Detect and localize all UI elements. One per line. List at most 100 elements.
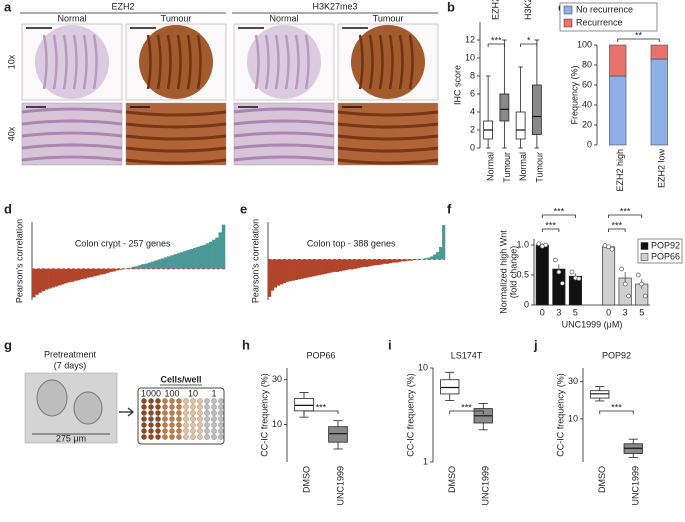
tissue-texture <box>125 110 227 117</box>
bar <box>192 248 197 269</box>
bar <box>347 259 351 270</box>
bar <box>309 259 313 277</box>
bar <box>282 259 286 284</box>
well <box>141 416 147 422</box>
tissue-texture <box>378 34 384 90</box>
y-axis-label: CC-IC frequency (%) <box>405 373 415 457</box>
data-point <box>642 293 648 299</box>
bar <box>602 246 616 306</box>
well <box>148 404 154 410</box>
well <box>183 416 189 422</box>
y-tick-label: 2 <box>470 124 475 134</box>
bar <box>32 268 36 298</box>
pretreatment-subtitle: (7 days) <box>54 360 87 370</box>
bar <box>44 268 49 290</box>
tissue-texture <box>42 34 48 90</box>
panel-label: h <box>242 337 250 352</box>
well <box>148 410 154 416</box>
bar <box>365 259 369 267</box>
data-point <box>556 269 562 275</box>
panel-label: a <box>4 0 12 14</box>
plate-title: Cells/well <box>160 374 201 384</box>
data-point <box>606 244 611 250</box>
tissue-texture <box>398 34 404 90</box>
significance-bracket <box>487 43 505 47</box>
well <box>183 422 189 428</box>
bar <box>41 268 46 292</box>
legend-label: POP92 <box>651 240 680 250</box>
organoid <box>73 391 103 425</box>
significance-bracket <box>520 43 538 47</box>
well <box>155 422 161 428</box>
well <box>155 416 161 422</box>
well <box>190 434 196 440</box>
y-tick-label: 1 <box>423 456 428 466</box>
y-tick-label: 10 <box>418 362 428 372</box>
bar <box>332 259 337 272</box>
well <box>176 428 182 434</box>
well <box>218 404 224 410</box>
well <box>155 404 161 410</box>
bar <box>80 268 84 280</box>
bar <box>157 259 161 269</box>
y-tick-label: 30 <box>272 374 282 384</box>
panel-label: j <box>533 337 538 352</box>
tissue-texture <box>358 34 364 90</box>
tissue-texture <box>233 107 335 114</box>
significance-label: *** <box>611 402 622 412</box>
well <box>204 428 210 434</box>
bar <box>397 259 402 262</box>
significance-bracket <box>303 410 339 414</box>
tissue-texture <box>274 34 280 90</box>
tissue-core <box>35 25 109 99</box>
data-point <box>609 246 615 252</box>
well <box>148 416 154 422</box>
bar-segment <box>650 58 668 146</box>
significance-bracket <box>449 410 484 414</box>
bar <box>312 259 316 277</box>
bar <box>170 255 174 269</box>
tissue-texture <box>146 34 152 90</box>
tissue-texture <box>233 143 335 150</box>
well <box>211 416 217 422</box>
box <box>294 397 314 412</box>
tissue-texture <box>82 34 88 90</box>
well <box>141 398 147 404</box>
bar <box>315 259 319 276</box>
bar <box>406 259 410 261</box>
well <box>197 416 203 422</box>
bar <box>276 259 281 286</box>
well <box>176 410 182 416</box>
bar <box>300 259 304 279</box>
bar <box>183 251 187 269</box>
tissue-texture <box>125 146 227 153</box>
well <box>197 422 203 428</box>
significance-label: *** <box>545 220 556 230</box>
chart-title: POP92 <box>602 350 631 360</box>
panel-label: i <box>388 337 392 352</box>
well <box>141 404 147 410</box>
bar <box>96 268 100 276</box>
well <box>155 428 161 434</box>
well <box>141 410 147 416</box>
scale-bar-label: 275 μm <box>56 433 86 443</box>
well <box>211 422 217 428</box>
significance-bracket <box>599 410 634 414</box>
bar-segment <box>650 44 668 60</box>
well <box>218 428 224 434</box>
x-tick-label: Tumour <box>534 152 544 183</box>
y-tick-label: 8 <box>470 70 475 80</box>
well <box>176 434 182 440</box>
dilution-label: 1 <box>211 388 216 398</box>
bar <box>89 268 94 278</box>
bar <box>427 257 431 260</box>
bar <box>350 259 354 270</box>
chart-title: LS174T <box>451 350 483 360</box>
tissue-texture <box>125 122 227 129</box>
bar <box>439 246 443 260</box>
well <box>218 410 224 416</box>
y-axis-label: Pearson's correlation <box>250 219 260 303</box>
bar <box>202 244 206 269</box>
bar <box>353 259 357 269</box>
tissue-texture <box>233 119 335 126</box>
